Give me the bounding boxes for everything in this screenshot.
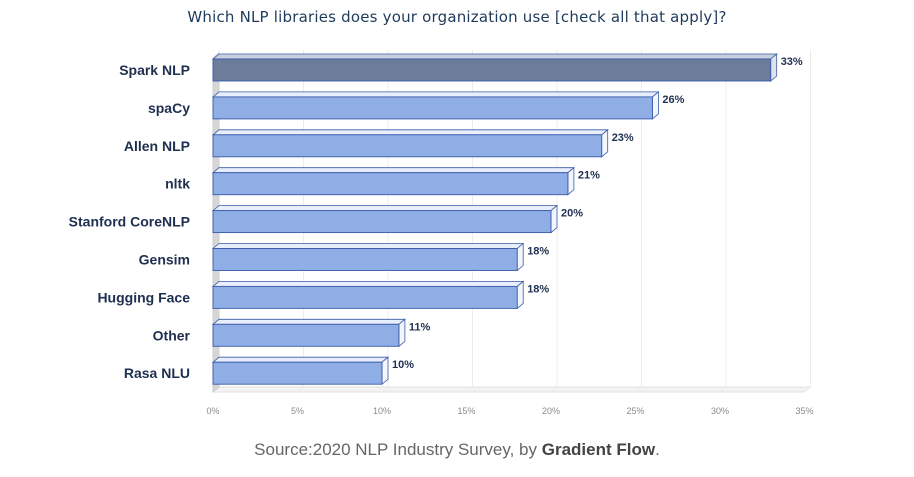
source-credit: Source:2020 NLP Industry Survey, by Grad… [0,440,914,460]
bar-top [211,91,660,98]
gridline-floor [719,386,727,393]
bar-top [211,243,525,249]
x-tick-label: 35% [795,406,813,416]
bar-end [516,242,524,272]
category-label: Spark NLP [119,62,190,78]
chart-title: Which NLP libraries does your organizati… [187,8,727,26]
x-tick-label: 15% [457,406,475,416]
gridline-floor [550,386,558,393]
bar-end [601,128,609,158]
gridline-floor [635,386,642,393]
bar [212,361,383,385]
x-tick-label: 20% [542,406,560,416]
x-tick-label: 25% [626,406,644,416]
bar [212,323,400,347]
category-label: Rasa NLU [124,365,190,381]
bar-top [211,129,609,136]
category-label: spaCy [148,100,190,116]
bar [212,58,772,82]
value-label: 18% [527,246,549,258]
value-label: 18% [527,283,549,295]
bar-end [550,204,558,234]
value-label: 23% [612,132,634,144]
bar [212,172,569,196]
bar [212,285,518,309]
value-label: 11% [409,321,431,333]
value-label: 26% [662,94,684,106]
x-tick-label: 0% [206,406,219,416]
bar [212,248,518,271]
bar-top [211,356,390,363]
source-suffix: . [655,440,660,459]
bar-top [211,53,778,60]
bar-end [770,53,778,82]
x-tick-label: 10% [373,406,391,416]
category-label: Hugging Face [97,289,190,305]
gridline-floor [381,386,389,393]
bar-end [381,356,389,386]
category-label: Allen NLP [124,138,190,154]
bar-top [211,205,559,212]
category-label: Other [153,327,191,343]
gridline-floor [466,386,473,393]
category-label: Gensim [139,252,190,268]
bar-end [398,318,406,348]
value-label: 33% [781,56,803,68]
bar [212,96,653,120]
gridline-floor [804,386,811,393]
value-label: 20% [561,208,583,220]
value-label: 10% [392,359,414,371]
bar-end [652,91,659,120]
category-label: nltk [165,176,190,192]
source-brand: Gradient Flow [541,440,656,459]
source-prefix: Source:2020 NLP Industry Survey, by [254,440,542,459]
bar-top [211,280,525,287]
bar-top [211,318,407,325]
bar-top [211,167,576,174]
bar [212,134,603,158]
bar [212,210,552,234]
x-tick-label: 30% [711,406,729,416]
value-label: 21% [578,170,600,182]
x-tick-label: 5% [291,406,304,416]
bar-end [516,280,524,310]
gridline-floor [297,386,304,393]
category-label: Stanford CoreNLP [69,214,190,230]
bar-end [567,166,575,196]
